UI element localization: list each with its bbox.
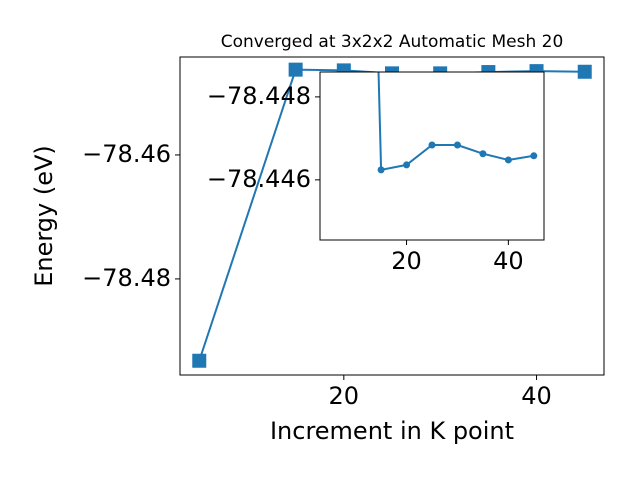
- marker: [504, 156, 512, 164]
- data-layer: [377, 72, 538, 174]
- marker: [403, 161, 411, 169]
- axes-frame: [319, 71, 545, 241]
- marker: [479, 150, 487, 158]
- x-axis-label: Increment in K point: [270, 417, 514, 445]
- inset-axes: 20 40 −78.448 −78.446: [207, 71, 545, 275]
- x-tick-label: 20: [391, 247, 422, 275]
- line: [377, 72, 534, 172]
- marker: [577, 64, 592, 79]
- x-tick-label: 40: [521, 382, 552, 410]
- x-tick-label: 40: [493, 247, 524, 275]
- y-axis-label: Energy (eV): [30, 145, 58, 287]
- marker: [453, 141, 461, 149]
- y-tick-label: −78.448: [207, 82, 311, 110]
- plot-area: [320, 72, 544, 240]
- axes-frame: [179, 56, 605, 376]
- chart-title: Converged at 3x2x2 Automatic Mesh 20: [221, 32, 564, 52]
- marker: [377, 166, 385, 174]
- marker: [192, 353, 207, 368]
- y-tick-label: −78.48: [82, 264, 171, 292]
- marker: [288, 62, 303, 77]
- y-tick-label: −78.46: [82, 140, 171, 168]
- x-tick-label: 20: [329, 382, 360, 410]
- y-tick-label: −78.446: [207, 165, 311, 193]
- marker: [530, 152, 538, 160]
- marker: [428, 141, 436, 149]
